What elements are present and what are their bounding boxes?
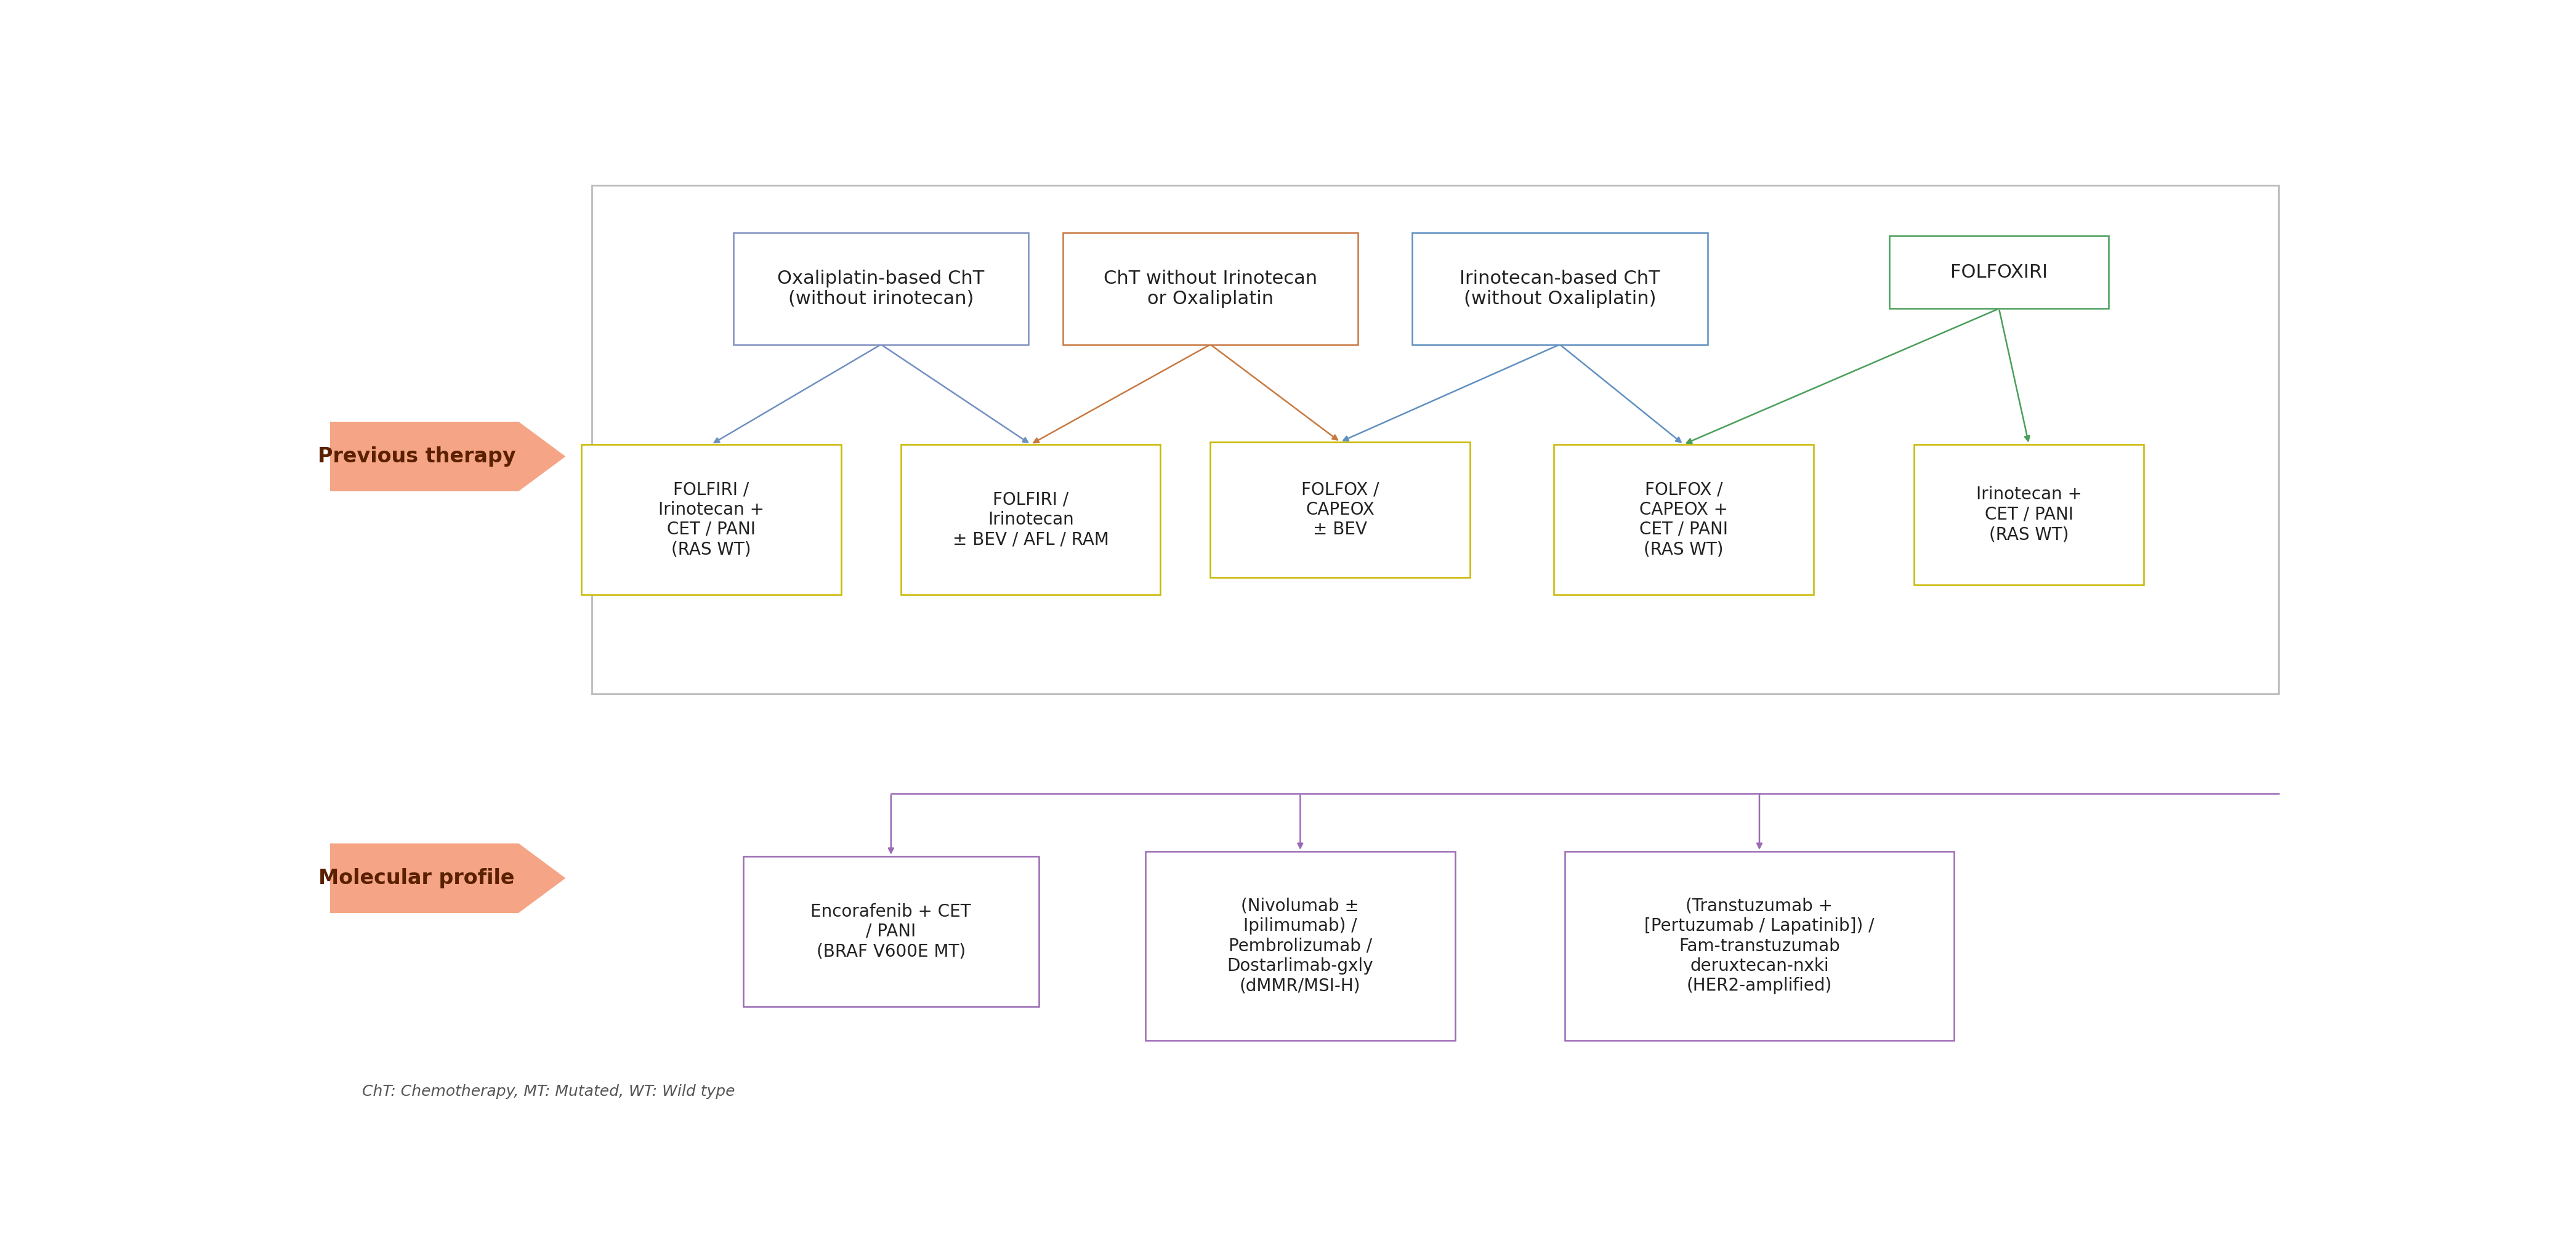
FancyBboxPatch shape — [1888, 235, 2110, 308]
Text: Irinotecan +
CET / PANI
(RAS WT): Irinotecan + CET / PANI (RAS WT) — [1976, 486, 2081, 543]
Text: Molecular profile: Molecular profile — [319, 867, 515, 889]
Text: FOLFIRI /
Irinotecan
± BEV / AFL / RAM: FOLFIRI / Irinotecan ± BEV / AFL / RAM — [953, 491, 1108, 548]
Text: (Transtuzumab +
[Pertuzumab / Lapatinib]) /
Fam-transtuzumab
deruxtecan-nxki
(HE: (Transtuzumab + [Pertuzumab / Lapatinib]… — [1643, 898, 1875, 995]
Polygon shape — [518, 422, 567, 491]
Text: Previous therapy: Previous therapy — [317, 446, 515, 467]
FancyBboxPatch shape — [330, 422, 518, 491]
FancyBboxPatch shape — [902, 444, 1159, 594]
Text: FOLFOX /
CAPEOX
± BEV: FOLFOX / CAPEOX ± BEV — [1301, 481, 1378, 539]
Text: FOLFOX /
CAPEOX +
CET / PANI
(RAS WT): FOLFOX / CAPEOX + CET / PANI (RAS WT) — [1638, 481, 1728, 558]
FancyBboxPatch shape — [744, 856, 1038, 1007]
Text: Irinotecan-based ChT
(without Oxaliplatin): Irinotecan-based ChT (without Oxaliplati… — [1461, 269, 1659, 308]
FancyBboxPatch shape — [330, 844, 518, 913]
Text: Encorafenib + CET
/ PANI
(BRAF V600E MT): Encorafenib + CET / PANI (BRAF V600E MT) — [811, 903, 971, 961]
FancyBboxPatch shape — [582, 444, 840, 594]
Polygon shape — [518, 844, 567, 913]
FancyBboxPatch shape — [1412, 233, 1708, 345]
FancyBboxPatch shape — [1211, 442, 1471, 578]
FancyBboxPatch shape — [734, 233, 1028, 345]
FancyBboxPatch shape — [1564, 851, 1955, 1040]
FancyBboxPatch shape — [1553, 444, 1814, 594]
FancyBboxPatch shape — [592, 185, 2280, 694]
FancyBboxPatch shape — [1064, 233, 1358, 345]
Text: Oxaliplatin-based ChT
(without irinotecan): Oxaliplatin-based ChT (without irinoteca… — [778, 269, 984, 308]
Text: (Nivolumab ±
Ipilimumab) /
Pembrolizumab /
Dostarlimab-gxly
(dMMR/MSI-H): (Nivolumab ± Ipilimumab) / Pembrolizumab… — [1226, 898, 1373, 995]
Text: ChT: Chemotherapy, MT: Mutated, WT: Wild type: ChT: Chemotherapy, MT: Mutated, WT: Wild… — [361, 1084, 734, 1099]
FancyBboxPatch shape — [1146, 851, 1455, 1040]
Text: ChT without Irinotecan
or Oxaliplatin: ChT without Irinotecan or Oxaliplatin — [1103, 269, 1316, 308]
Text: FOLFOXIRI: FOLFOXIRI — [1950, 263, 2048, 281]
Text: FOLFIRI /
Irinotecan +
CET / PANI
(RAS WT): FOLFIRI / Irinotecan + CET / PANI (RAS W… — [659, 481, 765, 558]
FancyBboxPatch shape — [1914, 444, 2143, 585]
